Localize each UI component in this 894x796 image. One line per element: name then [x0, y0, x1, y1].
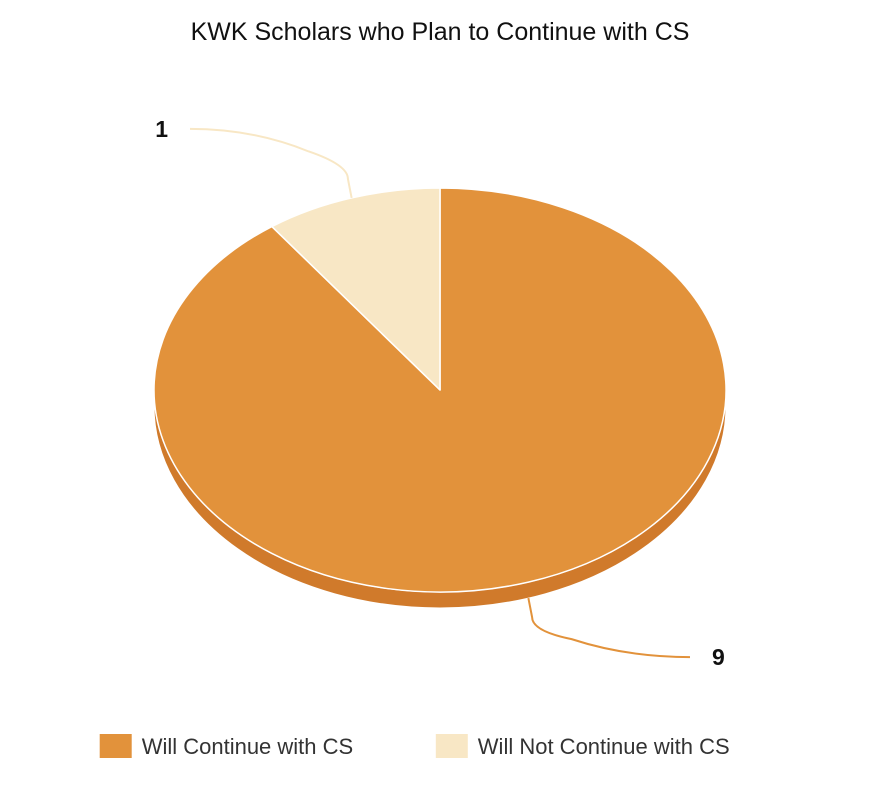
data-label-2: 1	[155, 116, 168, 142]
data-label-1: 9	[712, 644, 725, 670]
chart-title: KWK Scholars who Plan to Continue with C…	[191, 18, 690, 46]
legend-swatch-2	[435, 734, 468, 758]
legend-label-2: Will Not Continue with CS	[478, 734, 730, 759]
pie-slices-group	[153, 187, 727, 609]
legend-item-1[interactable]: Will Continue with CS	[99, 734, 354, 759]
leader-line-2	[189, 127, 353, 199]
data-labels-group: 91	[155, 116, 725, 670]
leader-line-1	[527, 597, 691, 659]
legend-swatch-1	[99, 734, 132, 758]
pie-slice-2[interactable]	[271, 187, 441, 391]
legend-item-2[interactable]: Will Not Continue with CS	[435, 734, 730, 759]
legend: Will Continue with CS Will Not Continue w…	[99, 734, 730, 759]
legend-label-1: Will Continue with CS	[142, 734, 354, 759]
